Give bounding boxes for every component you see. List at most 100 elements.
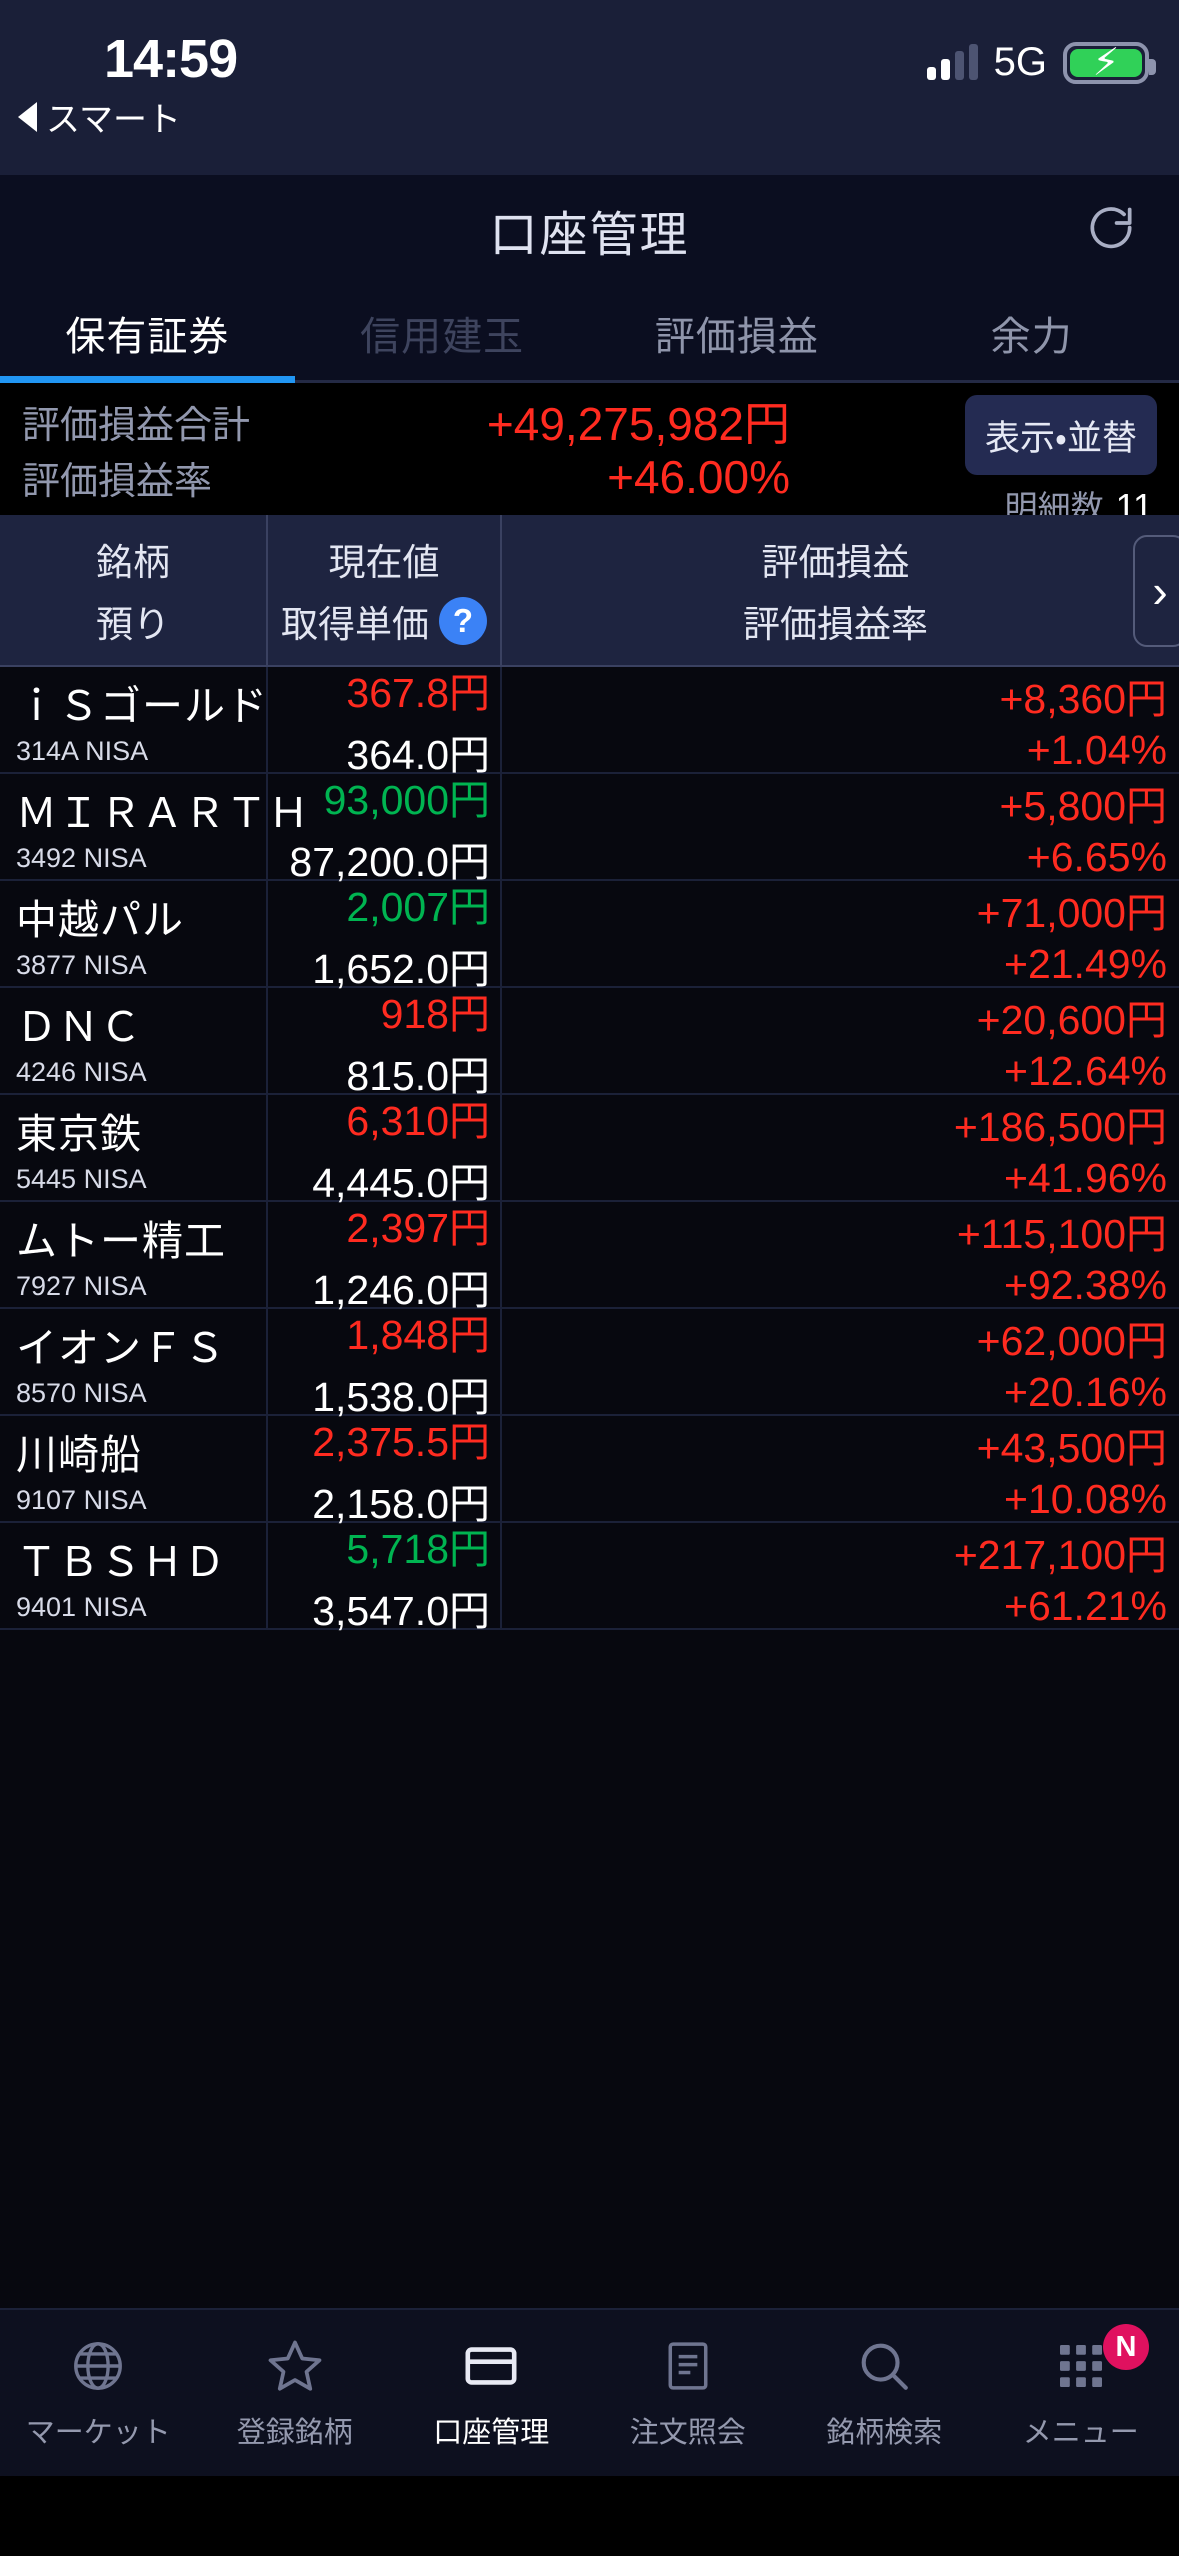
star-icon (264, 2335, 326, 2397)
grid-icon (1050, 2335, 1112, 2397)
nav-label-account: 口座管理 (433, 2417, 550, 2449)
nav-item-watchlist[interactable]: 登録銘柄 (197, 2310, 394, 2476)
home-indicator-area (0, 2476, 1179, 2556)
tab-valuation-pl[interactable]: 評価損益 (654, 314, 819, 359)
table-row[interactable]: 川崎船 9107 NISA 2,375.5円 2,158.0円 +43,500円… (0, 1416, 1179, 1527)
row-pl-cell: +43,500円 +10.08% (500, 1416, 1179, 1522)
page-title: 口座管理 (489, 209, 690, 262)
row-pl-cell: +62,000円 +20.16% (500, 1309, 1179, 1415)
table-row[interactable]: ムトー精工 7927 NISA 2,397円 1,246.0円 +115,100… (0, 1202, 1179, 1313)
table-row[interactable]: イオンＦＳ 8570 NISA 1,848円 1,538.0円 +62,000円… (0, 1309, 1179, 1420)
summary-rate-value: +46.00% (607, 451, 790, 503)
row-pl-cell: +8,360円 +1.04% (500, 667, 1179, 773)
table-row[interactable]: ｉＳゴールド 314A NISA 367.8円 364.0円 +8,360円 +… (0, 667, 1179, 778)
row-symbol-cell: 川崎船 9107 NISA (0, 1421, 266, 1516)
column-header-cost-line2: 取得単価 (281, 604, 429, 645)
nav-item-market[interactable]: マーケット (0, 2310, 197, 2476)
tab-buying-power[interactable]: 余力 (990, 314, 1073, 359)
row-price-cell: 1,848円 1,538.0円 (266, 1309, 500, 1420)
cost-price: 3,547.0円 (312, 1587, 490, 1634)
symbol-code: 8570 NISA (16, 1378, 147, 1408)
table-row[interactable]: ＭＩＲＡＲＴＨ 3492 NISA 93,000円 87,200.0円 +5,8… (0, 774, 1179, 885)
pl-amount: +217,100円 (953, 1532, 1167, 1578)
pl-rate: +61.21% (1004, 1583, 1167, 1629)
row-price-cell: 2,375.5円 2,158.0円 (266, 1416, 500, 1527)
symbol-name: ムトー精工 (16, 1218, 226, 1264)
cost-price: 1,538.0円 (312, 1373, 490, 1420)
nav-item-menu[interactable]: N メニュー (983, 2310, 1179, 2476)
pl-rate: +10.08% (1004, 1476, 1167, 1522)
symbol-name: ｉＳゴールド (16, 683, 268, 729)
pl-amount: +115,100円 (956, 1211, 1167, 1257)
summary-panel: 評価損益合計 +49,275,982円 評価損益率 +46.00% 表示・並替 … (0, 383, 1179, 527)
row-pl-cell: +71,000円 +21.49% (500, 881, 1179, 987)
summary-rate-row: 評価損益率 +46.00% (0, 449, 1179, 505)
column-header-symbol[interactable]: 銘柄 預り (0, 515, 266, 665)
row-price-cell: 93,000円 87,200.0円 (266, 774, 500, 885)
current-price: 2,397円 (346, 1204, 490, 1251)
pl-rate: +21.49% (1004, 941, 1167, 987)
status-bar: 14:59 スマート 5G ⚡ (0, 0, 1179, 175)
nav-item-search[interactable]: 銘柄検索 (786, 2310, 983, 2476)
table-row[interactable]: 東京鉄 5445 NISA 6,310円 4,445.0円 +186,500円 … (0, 1095, 1179, 1206)
cost-price: 364.0円 (346, 731, 490, 778)
pl-rate: +20.16% (1004, 1369, 1167, 1415)
current-price: 6,310円 (346, 1097, 490, 1144)
display-sort-button[interactable]: 表示・並替 (965, 395, 1157, 475)
pl-amount: +71,000円 (976, 890, 1167, 936)
column-header-price[interactable]: 現在値 取得単価 ? (266, 515, 500, 665)
row-pl-cell: +20,600円 +12.64% (500, 988, 1179, 1094)
search-icon (853, 2335, 915, 2397)
current-price: 367.8円 (346, 669, 490, 716)
network-type-label: 5G (993, 40, 1047, 84)
tab-margin-positions[interactable]: 信用建玉 (360, 314, 525, 359)
pl-amount: +5,800円 (999, 783, 1167, 829)
current-price: 5,718円 (346, 1525, 490, 1572)
row-price-cell: 2,007円 1,652.0円 (266, 881, 500, 992)
row-pl-cell: +115,100円 +92.38% (500, 1202, 1179, 1308)
row-symbol-cell: ｉＳゴールド 314A NISA (0, 672, 268, 767)
column-header-price-line1: 現在値 (328, 542, 440, 583)
pl-amount: +8,360円 (999, 676, 1167, 722)
symbol-code: 5445 NISA (16, 1164, 147, 1194)
current-price: 93,000円 (323, 776, 490, 823)
summary-rate-label: 評価損益率 (22, 460, 213, 503)
summary-total-value: +49,275,982円 (486, 398, 790, 450)
table-row[interactable]: ＤＮＣ 4246 NISA 918円 815.0円 +20,600円 +12.6… (0, 988, 1179, 1099)
row-symbol-cell: イオンＦＳ 8570 NISA (0, 1314, 266, 1409)
signal-bars-icon (926, 43, 978, 80)
current-price: 918円 (380, 990, 490, 1037)
nav-item-account[interactable]: 口座管理 (393, 2310, 590, 2476)
current-price: 1,848円 (346, 1311, 490, 1358)
row-pl-cell: +5,800円 +6.65% (500, 774, 1179, 880)
table-row[interactable]: ＴＢＳＨＤ 9401 NISA 5,718円 3,547.0円 +217,100… (0, 1523, 1179, 1634)
summary-total-row: 評価損益合計 +49,275,982円 (0, 393, 1179, 450)
cost-price: 1,246.0円 (312, 1266, 490, 1313)
nav-label-search: 銘柄検索 (826, 2417, 943, 2449)
current-price: 2,375.5円 (312, 1418, 490, 1465)
back-to-app-button[interactable]: スマート (18, 92, 181, 141)
column-header-pl[interactable]: 評価損益 評価損益率 (500, 515, 1179, 665)
nav-label-orders: 注文照会 (629, 2417, 746, 2449)
column-header-symbol-line2: 預り (96, 604, 170, 645)
table-header: 銘柄 預り 現在値 取得単価 ? 評価損益 評価損益率 › (0, 515, 1179, 667)
chevron-right-icon[interactable]: › (1133, 535, 1179, 647)
nav-label-menu: メニュー (1022, 2417, 1139, 2449)
column-header-pl-line1: 評価損益 (761, 542, 910, 583)
symbol-code: 314A NISA (16, 736, 149, 766)
symbol-code: 3492 NISA (16, 843, 147, 873)
row-symbol-cell: ＭＩＲＡＲＴＨ 3492 NISA (0, 779, 309, 874)
refresh-icon[interactable] (1079, 198, 1143, 262)
row-symbol-cell: 東京鉄 5445 NISA (0, 1100, 266, 1195)
row-symbol-cell: ＤＮＣ 4246 NISA (0, 993, 266, 1088)
row-symbol-cell: 中越パル 3877 NISA (0, 886, 266, 981)
symbol-name: ＤＮＣ (16, 1004, 142, 1050)
cost-price: 87,200.0円 (289, 838, 490, 885)
table-row[interactable]: 中越パル 3877 NISA 2,007円 1,652.0円 +71,000円 … (0, 881, 1179, 992)
nav-label-watchlist: 登録銘柄 (236, 2417, 353, 2449)
help-icon[interactable]: ? (439, 597, 487, 645)
nav-item-orders[interactable]: 注文照会 (590, 2310, 787, 2476)
tab-holdings[interactable]: 保有証券 (0, 285, 295, 383)
row-pl-cell: +217,100円 +61.21% (500, 1523, 1179, 1629)
